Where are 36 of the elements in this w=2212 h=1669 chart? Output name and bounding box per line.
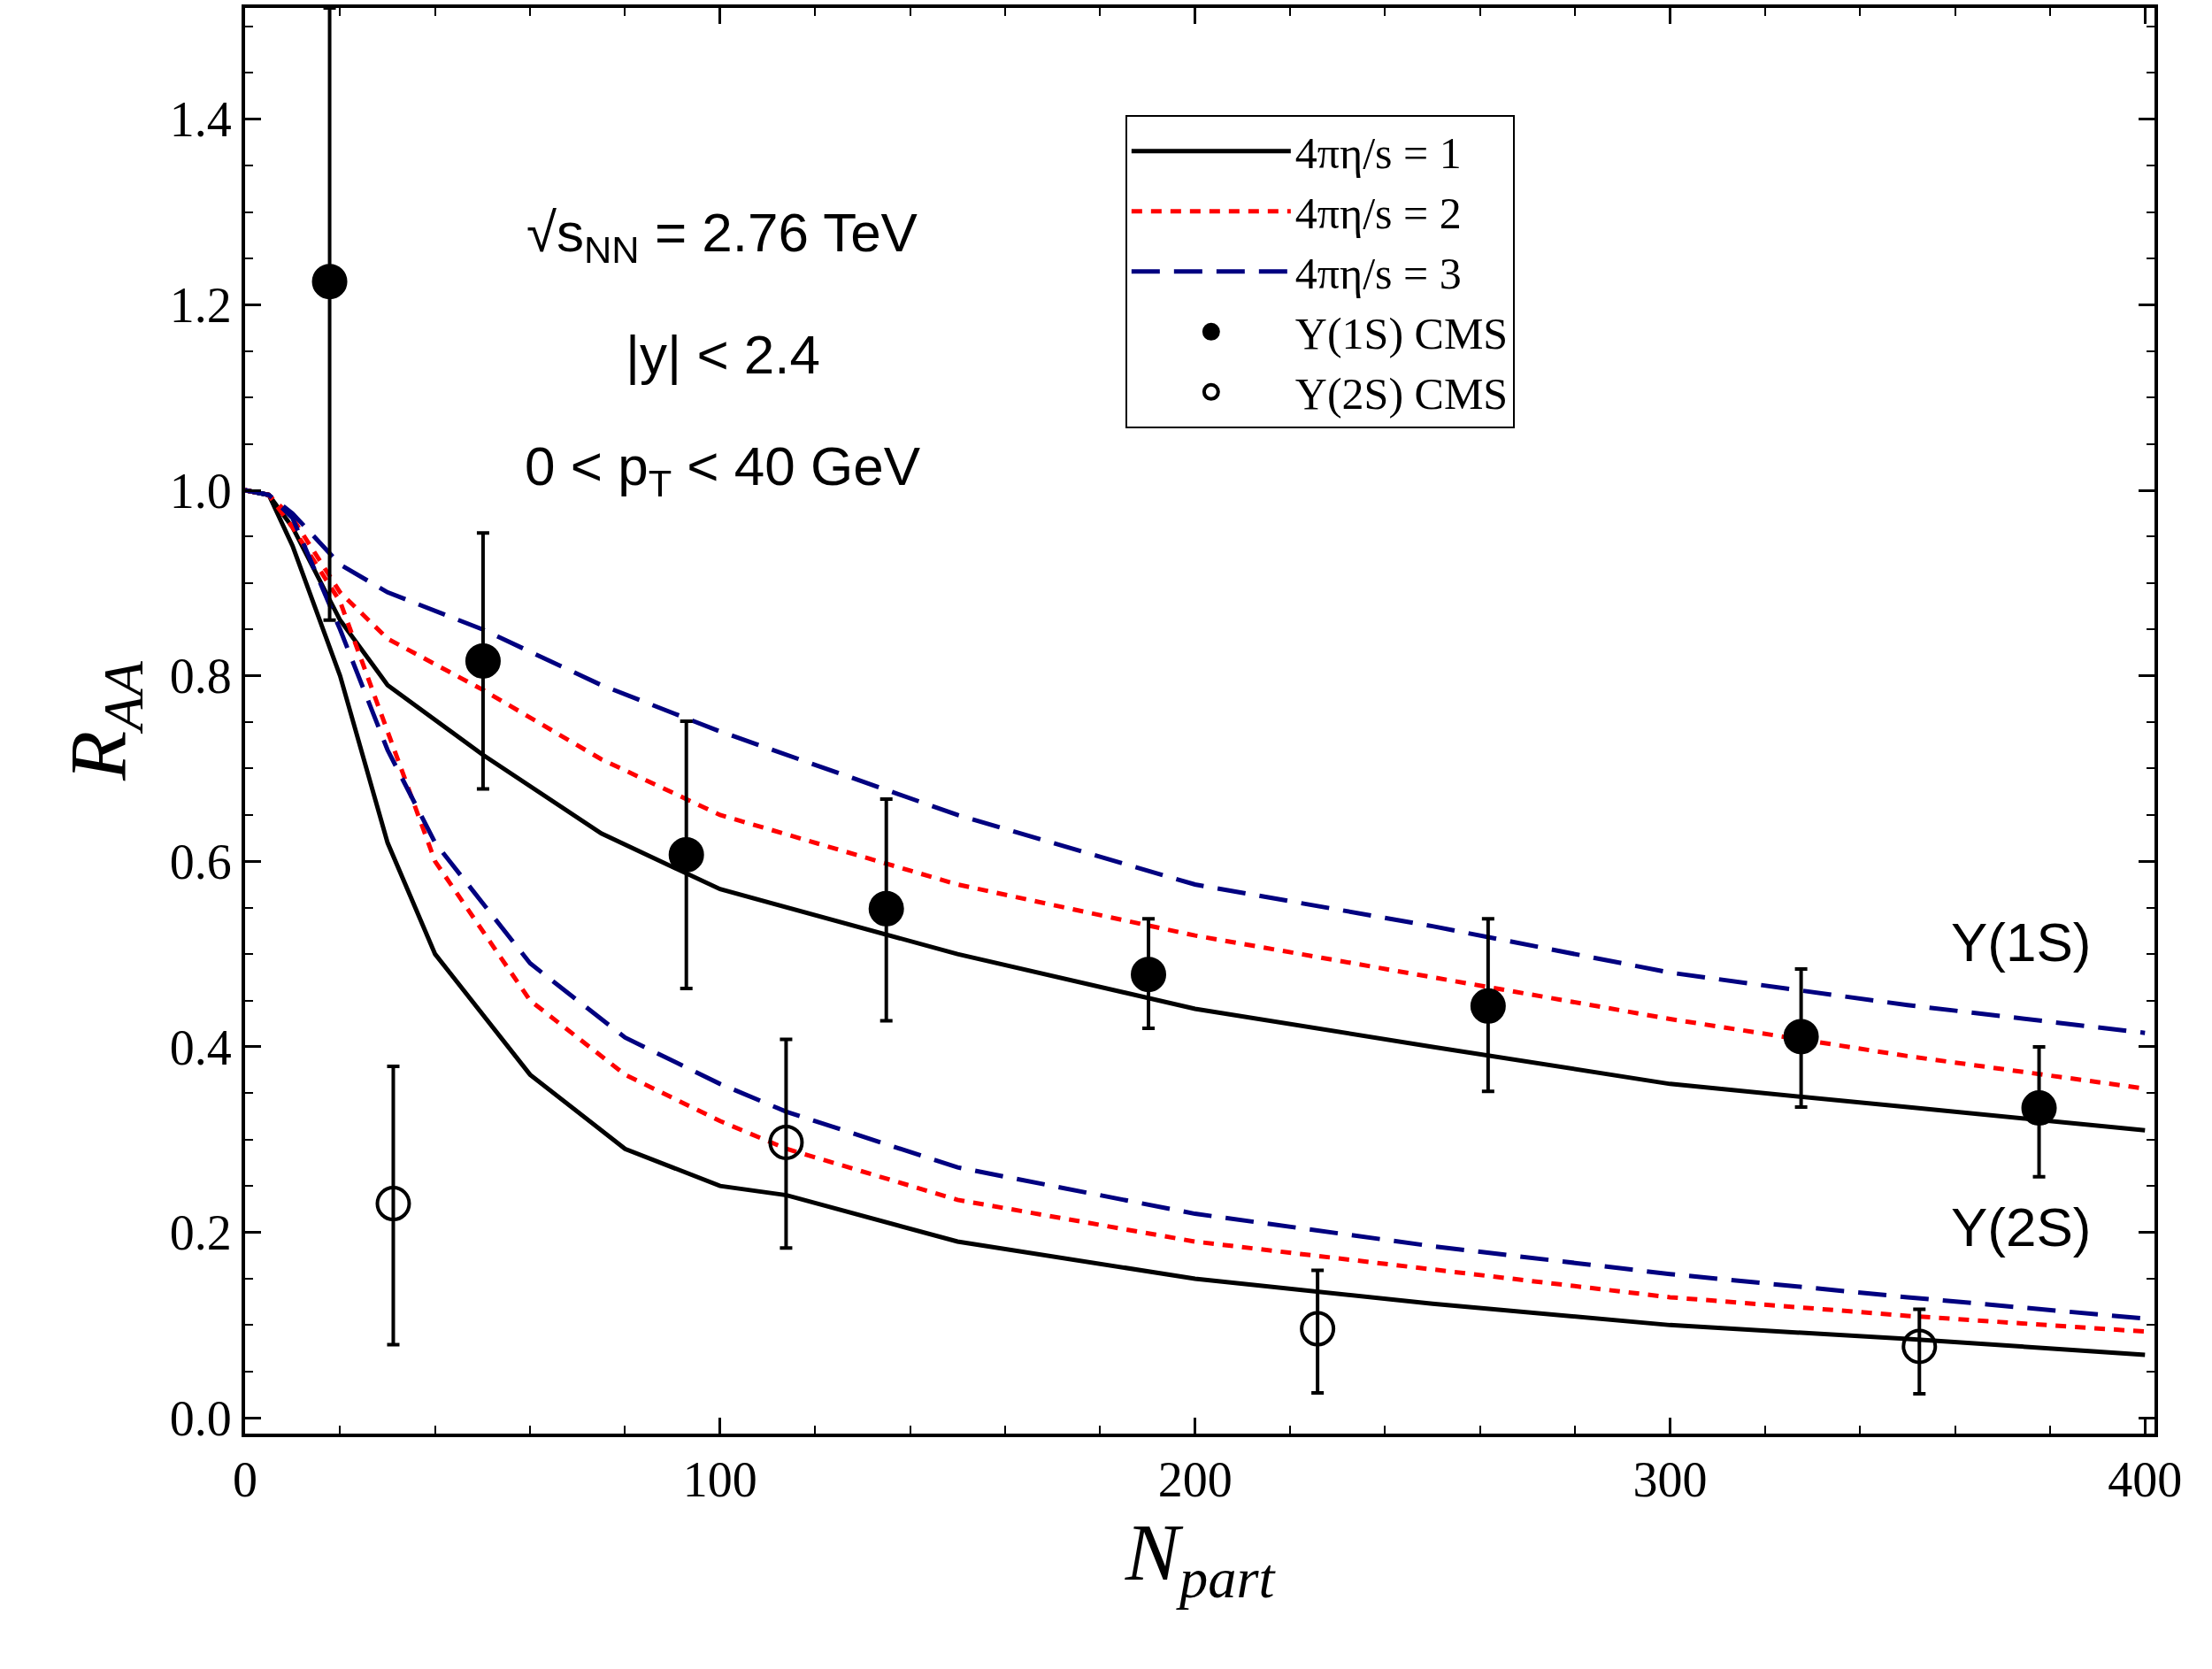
annotation: |y| < 2.4 [626, 324, 821, 385]
y-tick-label: 0.2 [169, 1205, 232, 1261]
legend-label: 4πη/s = 2 [1294, 188, 1462, 239]
x-tick-label: 300 [1632, 1452, 1708, 1508]
point [311, 264, 348, 300]
point [768, 1124, 804, 1160]
point [1783, 1019, 1819, 1055]
point [375, 1186, 411, 1222]
y-tick-label: 0.4 [169, 1019, 232, 1075]
legend-label: Υ(2S) CMS [1294, 369, 1509, 419]
legend-label: 4πη/s = 1 [1294, 128, 1462, 179]
legend-label: Υ(1S) CMS [1294, 309, 1509, 359]
x-axis-title: N$_{part}$ [1124, 1507, 1277, 1610]
point [1131, 957, 1167, 993]
point [2021, 1090, 2057, 1127]
annotation: Υ(2S) [1951, 1196, 2092, 1258]
x-tick-label: 400 [2108, 1452, 2183, 1508]
annotation: 0 < p$_{T}$ < 40 GeV [525, 435, 921, 505]
point [465, 642, 501, 679]
y-tick-label: 1.2 [169, 278, 232, 334]
y-tick-label: 1.0 [169, 463, 232, 519]
y-tick-label: 0.8 [169, 649, 232, 704]
y-tick-label: 0.6 [169, 834, 232, 889]
x-tick-label: 0 [233, 1452, 257, 1508]
y-tick-label: 1.4 [169, 92, 232, 148]
x-tick-label: 100 [682, 1452, 757, 1508]
point [1901, 1328, 1938, 1365]
annotation: √s$_{NN}$ = 2.76 TeV [526, 202, 918, 272]
point [1470, 988, 1506, 1024]
annotation: Υ(1S) [1951, 911, 2092, 973]
point [668, 836, 704, 873]
point [868, 890, 904, 927]
x-tick-label: 200 [1157, 1452, 1233, 1508]
point [1300, 1311, 1336, 1347]
legend-label: 4πη/s = 3 [1294, 249, 1462, 299]
y-tick-label: 0.0 [169, 1390, 232, 1446]
